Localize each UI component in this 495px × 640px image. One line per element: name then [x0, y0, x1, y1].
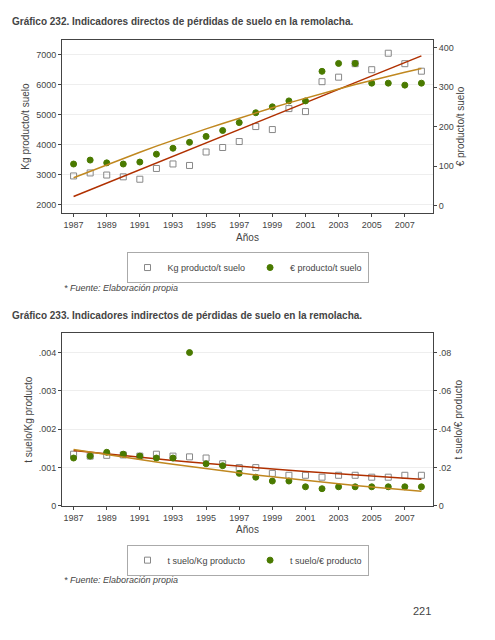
svg-text:100: 100: [439, 161, 454, 171]
svg-text:400: 400: [439, 43, 454, 53]
svg-text:2003: 2003: [329, 220, 349, 230]
svg-text:.002: .002: [39, 424, 57, 434]
svg-text:2001: 2001: [295, 220, 315, 230]
svg-text:1999: 1999: [262, 220, 282, 230]
svg-text:5000: 5000: [36, 110, 56, 120]
svg-text:1993: 1993: [163, 513, 183, 523]
svg-text:2007: 2007: [395, 513, 415, 523]
svg-text:2007: 2007: [395, 220, 415, 230]
svg-text:Gráfico 232. Indicadores direc: Gráfico 232. Indicadores directos de pér…: [12, 16, 353, 27]
svg-text:7000: 7000: [36, 50, 56, 60]
svg-text:1987: 1987: [64, 220, 84, 230]
svg-text:.004: .004: [39, 348, 57, 358]
svg-text:2001: 2001: [295, 513, 315, 523]
svg-text:t suelo/€ producto: t suelo/€ producto: [290, 556, 362, 566]
svg-text:221: 221: [413, 605, 431, 617]
svg-text:4000: 4000: [36, 140, 56, 150]
svg-text:1997: 1997: [229, 220, 249, 230]
svg-text:.003: .003: [39, 386, 57, 396]
svg-text:2000: 2000: [36, 200, 56, 210]
svg-text:0: 0: [439, 201, 444, 211]
svg-text:€ producto/t suelo: € producto/t suelo: [290, 263, 362, 273]
svg-text:Kg producto/t suelo: Kg producto/t suelo: [20, 83, 31, 170]
svg-text:200: 200: [439, 122, 454, 132]
svg-text:1997: 1997: [229, 513, 249, 523]
svg-text:Gráfico 233. Indicadores indir: Gráfico 233. Indicadores indirectos de p…: [12, 310, 362, 321]
svg-text:1989: 1989: [97, 513, 117, 523]
svg-text:Años: Años: [236, 524, 259, 535]
svg-text:1993: 1993: [163, 220, 183, 230]
svg-text:3000: 3000: [36, 170, 56, 180]
svg-text:0: 0: [439, 501, 444, 511]
svg-text:300: 300: [439, 82, 454, 92]
svg-text:.08: .08: [439, 348, 452, 358]
svg-text:1989: 1989: [97, 220, 117, 230]
svg-text:.06: .06: [439, 386, 452, 396]
svg-text:2005: 2005: [362, 513, 382, 523]
svg-text:Kg producto/t suelo: Kg producto/t suelo: [168, 263, 246, 273]
svg-text:.001: .001: [39, 463, 57, 473]
svg-text:1991: 1991: [130, 513, 150, 523]
svg-text:2005: 2005: [362, 220, 382, 230]
svg-text:1999: 1999: [262, 513, 282, 523]
svg-text:* Fuente: Elaboración propia: * Fuente: Elaboración propia: [64, 575, 178, 585]
svg-text:t suelo/€ producto: t suelo/€ producto: [453, 379, 464, 459]
svg-text:6000: 6000: [36, 80, 56, 90]
svg-text:.02: .02: [439, 463, 452, 473]
svg-text:1995: 1995: [196, 513, 216, 523]
svg-text:t suelo/Kg producto: t suelo/Kg producto: [23, 376, 34, 463]
svg-text:2003: 2003: [329, 513, 349, 523]
svg-text:0: 0: [51, 501, 56, 511]
svg-text:t suelo/Kg producto: t suelo/Kg producto: [168, 556, 246, 566]
svg-text:1991: 1991: [130, 220, 150, 230]
svg-text:1995: 1995: [196, 220, 216, 230]
svg-text:1987: 1987: [64, 513, 84, 523]
svg-text:€ producto/t suelo: € producto/t suelo: [455, 86, 466, 166]
svg-text:Años: Años: [236, 232, 259, 243]
svg-text:.04: .04: [439, 424, 452, 434]
svg-text:* Fuente: Elaboración propia: * Fuente: Elaboración propia: [64, 283, 178, 293]
